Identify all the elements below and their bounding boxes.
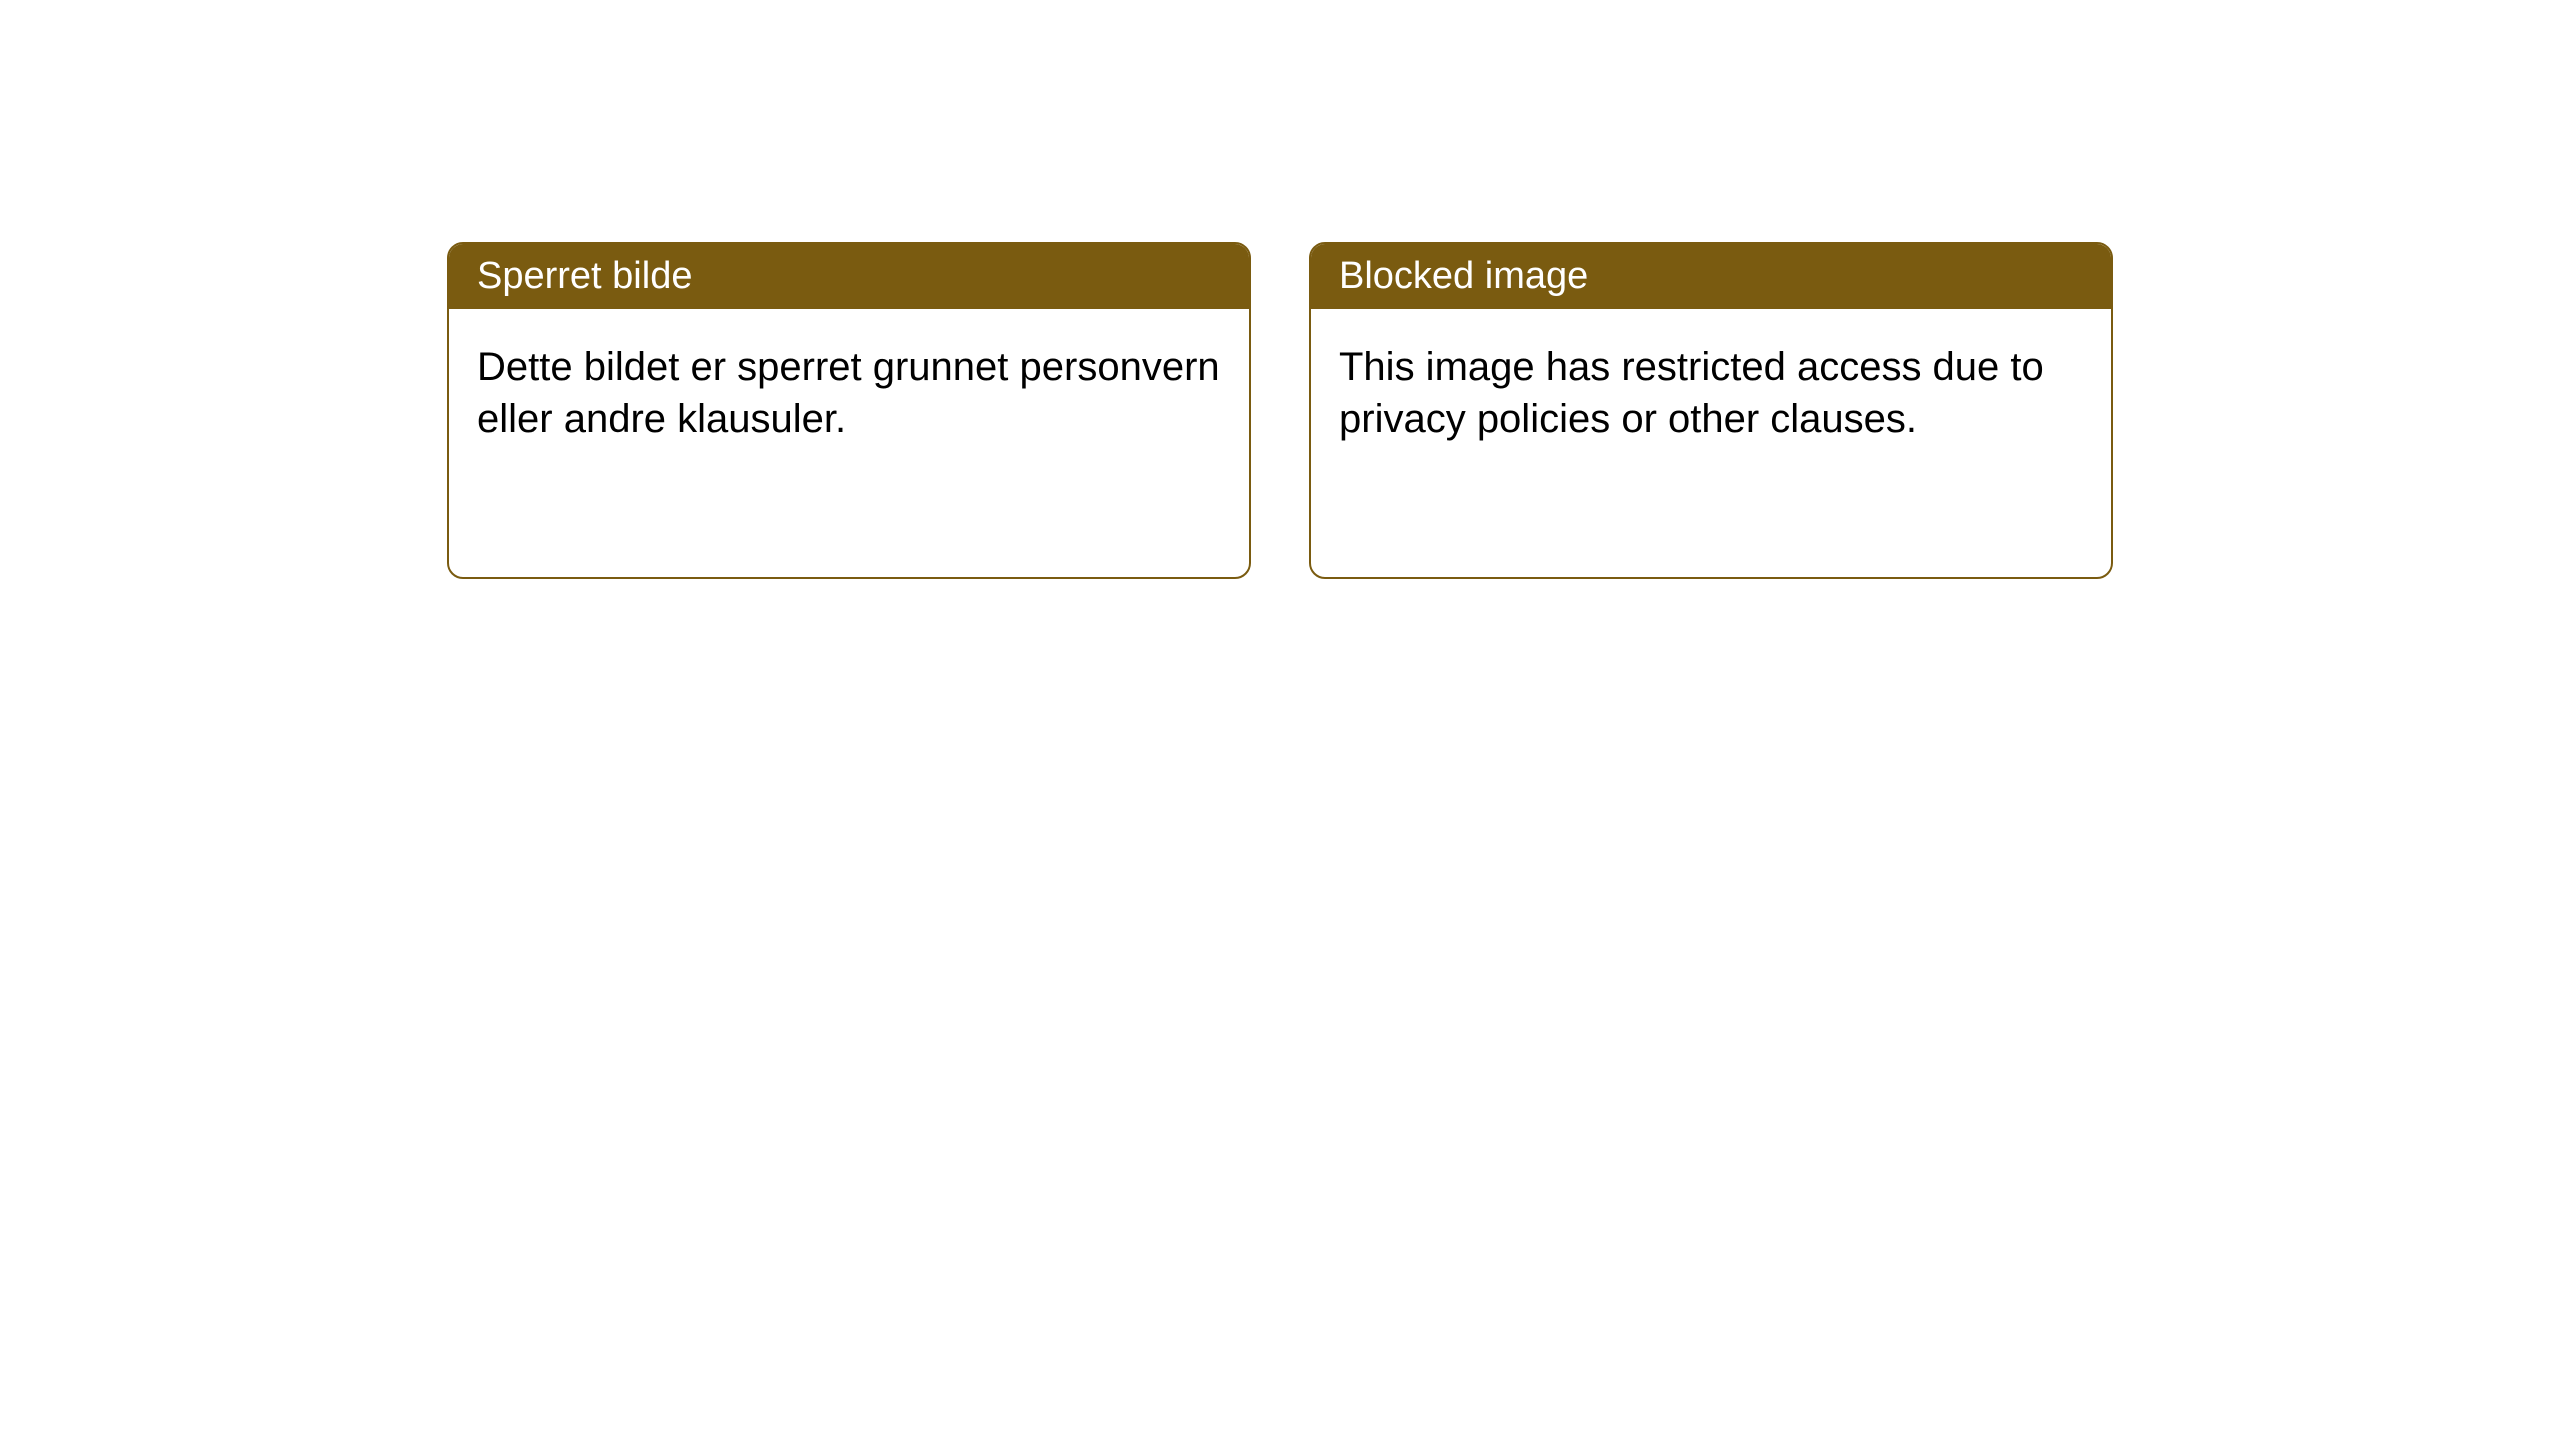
card-title-en: Blocked image <box>1339 255 1588 297</box>
card-header-no: Sperret bilde <box>449 244 1249 309</box>
card-body-en: This image has restricted access due to … <box>1311 309 2111 477</box>
notice-card-en: Blocked image This image has restricted … <box>1309 242 2113 579</box>
card-header-en: Blocked image <box>1311 244 2111 309</box>
blocked-image-notices: Sperret bilde Dette bildet er sperret gr… <box>447 242 2113 579</box>
card-message-no: Dette bildet er sperret grunnet personve… <box>477 345 1220 441</box>
card-body-no: Dette bildet er sperret grunnet personve… <box>449 309 1249 477</box>
card-message-en: This image has restricted access due to … <box>1339 345 2044 441</box>
notice-card-no: Sperret bilde Dette bildet er sperret gr… <box>447 242 1251 579</box>
card-title-no: Sperret bilde <box>477 255 692 297</box>
